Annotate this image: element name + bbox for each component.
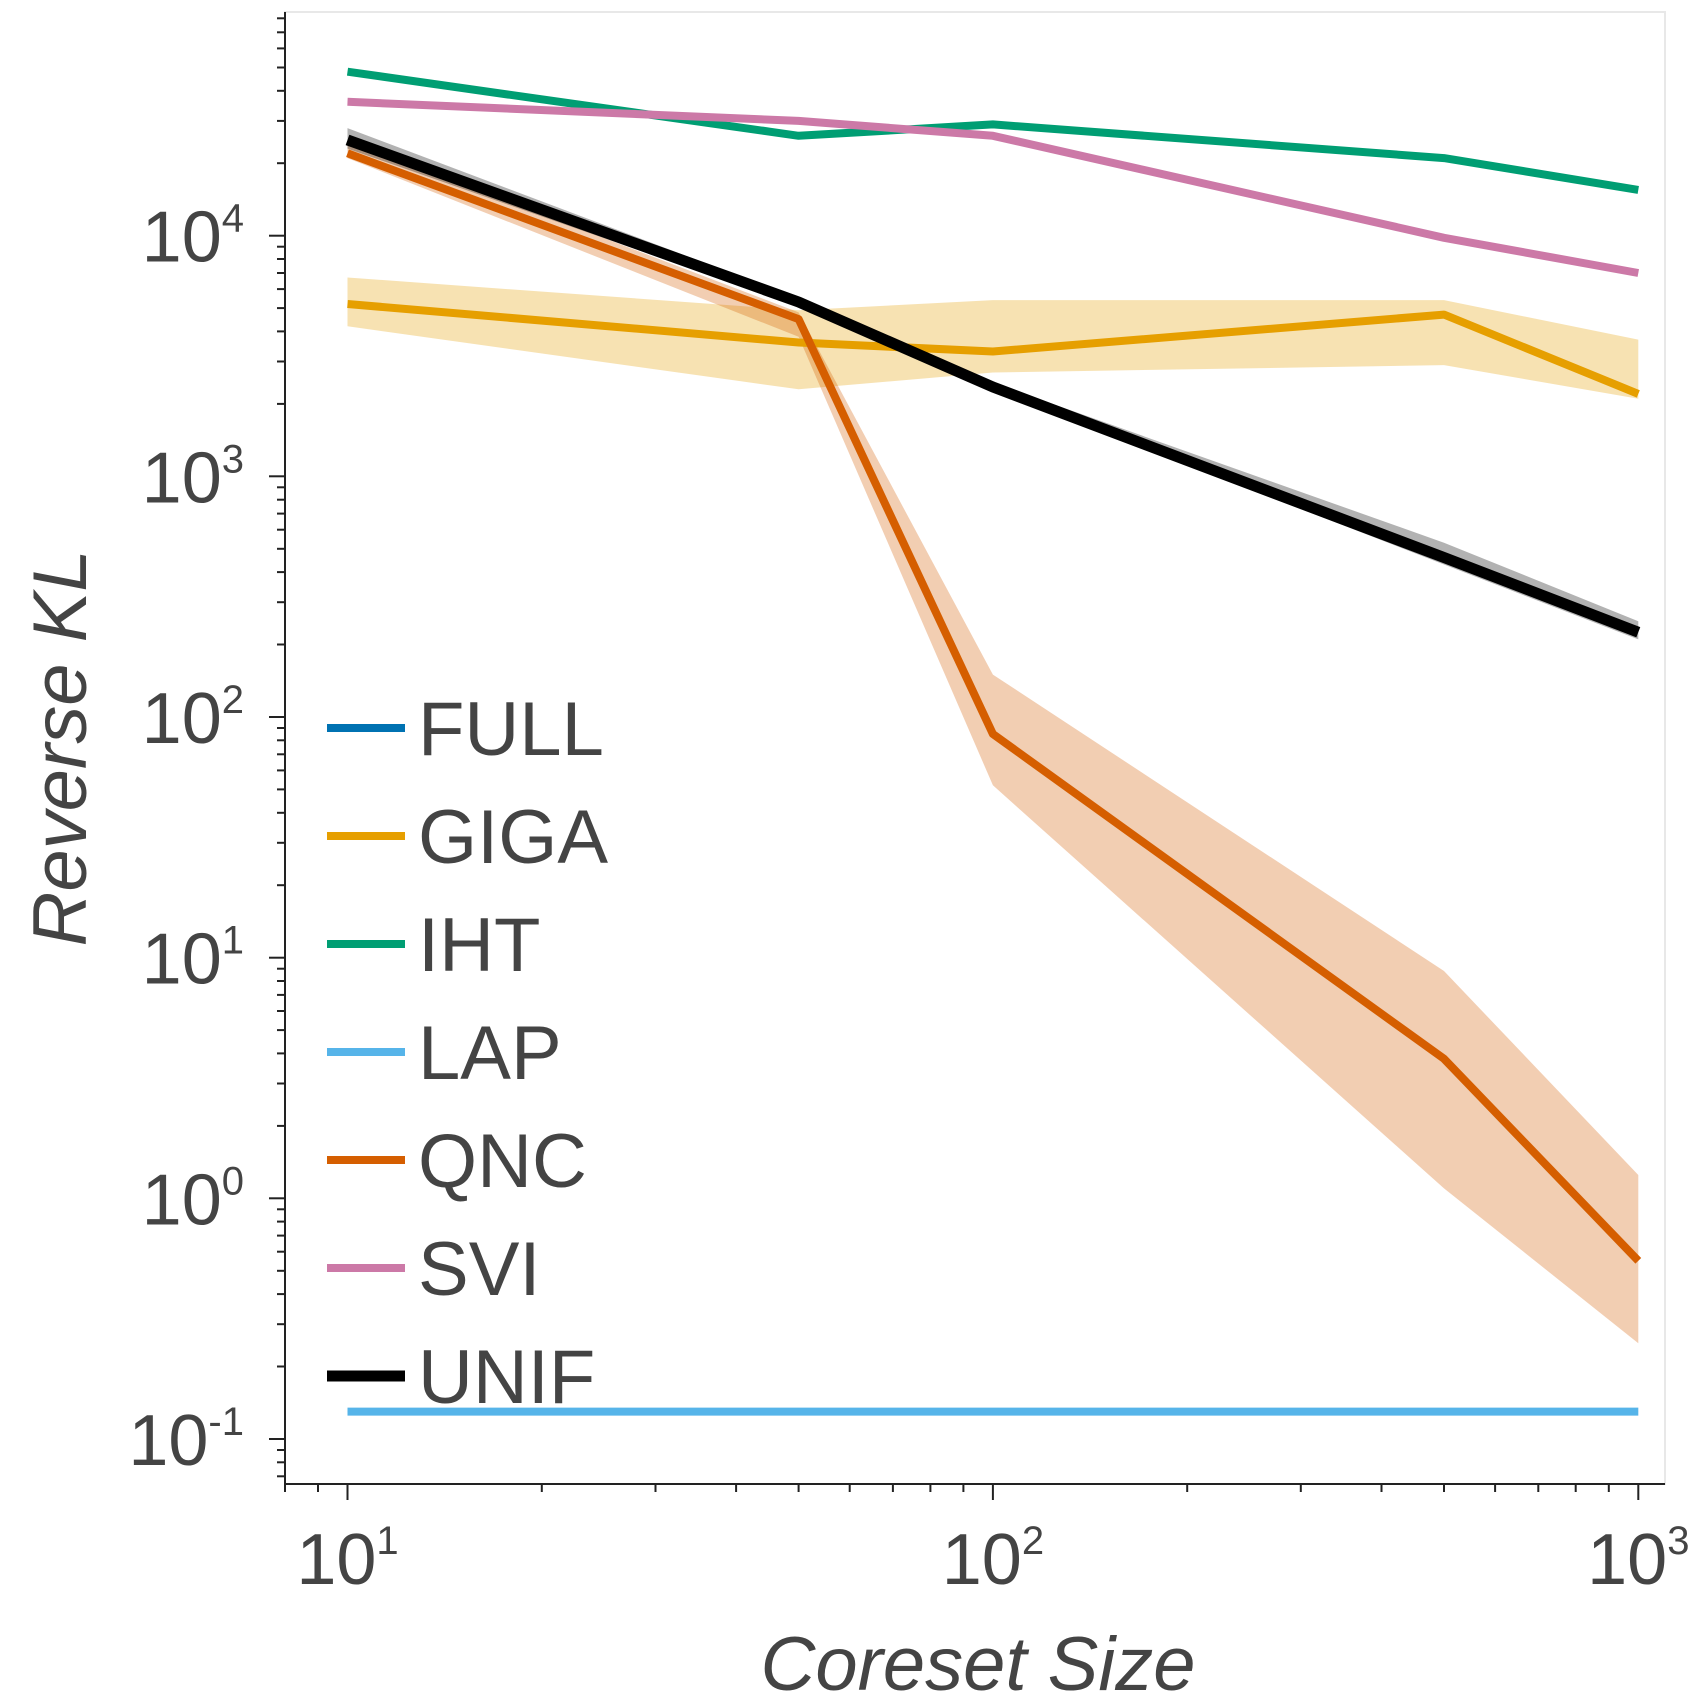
series-line-iht xyxy=(348,72,1639,190)
y-tick-base: 10 xyxy=(142,1160,222,1240)
y-tick-label: 10-1 xyxy=(128,1400,244,1481)
y-tick-base: 10 xyxy=(142,198,222,278)
y-tick-exponent: -1 xyxy=(208,1400,244,1444)
legend-label-lap: LAP xyxy=(418,1011,562,1096)
y-tick-label: 100 xyxy=(142,1159,244,1240)
legend-label-unif: UNIF xyxy=(418,1335,595,1420)
legend-label-giga: GIGA xyxy=(418,795,608,880)
x-tick-exponent: 2 xyxy=(1022,1519,1044,1563)
y-tick-label: 101 xyxy=(142,919,244,1000)
y-tick-exponent: 2 xyxy=(222,678,244,722)
legend-label-qnc: QNC xyxy=(418,1119,587,1204)
x-tick-exponent: 1 xyxy=(376,1519,398,1563)
y-tick-base: 10 xyxy=(142,920,222,1000)
y-axis-title: Reverse KL xyxy=(18,549,103,946)
legend-label-iht: IHT xyxy=(418,903,540,988)
y-tick-exponent: 4 xyxy=(222,197,244,241)
x-axis-title: Coreset Size xyxy=(760,1622,1195,1700)
y-tick-exponent: 0 xyxy=(222,1159,244,1203)
legend-label-full: FULL xyxy=(418,687,604,772)
y-tick-exponent: 3 xyxy=(222,437,244,481)
x-tick-label: 103 xyxy=(1587,1519,1689,1600)
y-tick-base: 10 xyxy=(128,1401,208,1481)
x-tick-label: 101 xyxy=(296,1519,398,1600)
y-tick-exponent: 1 xyxy=(222,919,244,963)
x-tick-exponent: 3 xyxy=(1667,1519,1689,1563)
x-tick-base: 10 xyxy=(1587,1520,1667,1600)
y-tick-label: 104 xyxy=(142,197,244,278)
x-tick-base: 10 xyxy=(942,1520,1022,1600)
legend: FULL GIGA IHT LAP QNC SVI UNIF xyxy=(327,687,608,1420)
series-line-unif xyxy=(348,140,1639,632)
legend-label-svi: SVI xyxy=(418,1227,541,1312)
y-tick-label: 103 xyxy=(142,437,244,518)
y-tick-label: 102 xyxy=(142,678,244,759)
y-tick-base: 10 xyxy=(142,679,222,759)
band-giga xyxy=(348,278,1639,399)
x-tick-base: 10 xyxy=(296,1520,376,1600)
y-tick-base: 10 xyxy=(142,438,222,518)
x-tick-label: 102 xyxy=(942,1519,1044,1600)
